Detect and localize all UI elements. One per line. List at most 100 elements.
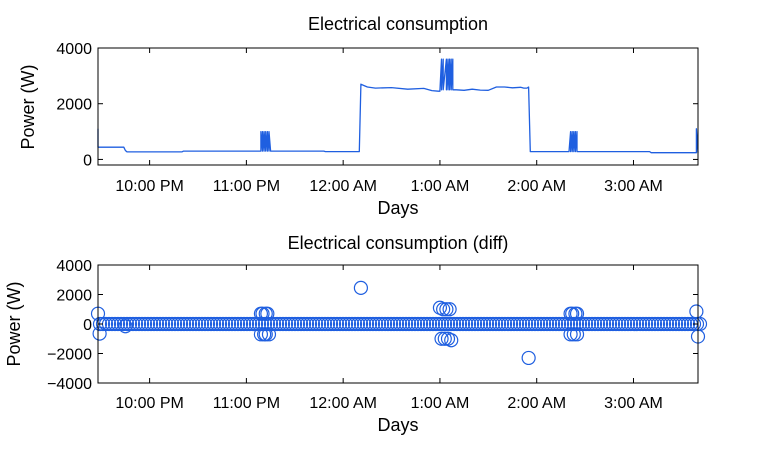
data-point xyxy=(533,316,549,332)
data-point xyxy=(128,316,144,332)
x-tick-label: 10:00 PM xyxy=(115,178,183,195)
data-point xyxy=(194,316,210,332)
data-point xyxy=(383,316,399,332)
x-tick-label: 3:00 AM xyxy=(604,395,663,412)
data-point xyxy=(347,316,363,332)
data-point xyxy=(548,316,564,332)
data-point xyxy=(182,316,198,332)
data-point xyxy=(434,331,449,346)
data-point xyxy=(656,316,672,332)
data-point xyxy=(458,316,474,332)
data-point xyxy=(302,316,318,332)
data-point xyxy=(584,316,600,332)
data-point xyxy=(368,316,384,332)
data-point xyxy=(125,316,141,332)
data-point xyxy=(512,316,528,332)
x-tick-label: 11:00 PM xyxy=(213,395,280,412)
data-point xyxy=(134,316,150,332)
data-point xyxy=(509,316,525,332)
data-point xyxy=(491,316,507,332)
data-point xyxy=(203,316,219,332)
data-point xyxy=(455,316,471,332)
data-point xyxy=(641,316,657,332)
data-point xyxy=(110,316,126,332)
data-point xyxy=(539,316,555,332)
data-point xyxy=(524,316,540,332)
data-point xyxy=(326,316,342,332)
data-point xyxy=(398,316,414,332)
data-point xyxy=(287,316,303,332)
y-tick-label: −2000 xyxy=(47,347,92,364)
x-axis-label: Days xyxy=(377,415,418,435)
x-tick-label: 11:00 PM xyxy=(213,178,280,195)
data-point xyxy=(143,316,159,332)
data-point xyxy=(290,316,306,332)
data-point xyxy=(392,316,408,332)
data-point xyxy=(377,316,393,332)
x-tick-label: 2:00 AM xyxy=(507,178,566,195)
x-tick-label: 10:00 PM xyxy=(115,395,183,412)
data-point xyxy=(671,316,687,332)
data-point xyxy=(545,316,561,332)
data-point xyxy=(255,306,270,321)
y-tick-label: −4000 xyxy=(47,376,92,393)
data-point xyxy=(551,316,567,332)
data-point xyxy=(158,316,174,332)
data-point xyxy=(356,316,372,332)
data-point xyxy=(257,316,273,332)
data-point xyxy=(152,316,168,332)
data-point xyxy=(253,327,269,342)
data-point xyxy=(647,316,663,332)
data-point xyxy=(677,316,693,332)
data-point xyxy=(284,316,300,332)
data-point xyxy=(566,316,582,332)
zero-band xyxy=(92,316,708,332)
data-point xyxy=(665,316,681,332)
data-point xyxy=(107,316,123,332)
data-point xyxy=(272,316,288,332)
data-point xyxy=(650,316,666,332)
data-point xyxy=(563,327,578,342)
data-point xyxy=(436,302,451,317)
data-point xyxy=(317,316,333,332)
data-point xyxy=(653,316,669,332)
data-point xyxy=(473,316,489,332)
data-point xyxy=(296,316,312,332)
data-point xyxy=(314,316,330,332)
data-point xyxy=(437,316,453,332)
data-point xyxy=(500,316,516,332)
data-point xyxy=(353,316,369,332)
data-point xyxy=(626,316,642,332)
data-point xyxy=(362,316,378,332)
data-point xyxy=(221,316,237,332)
data-point xyxy=(281,316,297,332)
data-point xyxy=(569,327,585,342)
data-point xyxy=(329,316,345,332)
data-point xyxy=(386,316,402,332)
series-line xyxy=(97,58,699,154)
data-point xyxy=(452,316,468,332)
data-point xyxy=(416,316,432,332)
data-point xyxy=(428,316,444,332)
data-point xyxy=(515,316,531,332)
data-point xyxy=(439,302,454,317)
axis-ticks: −4000 −2000 0 2000 4000 10:00 PM 11:00 PM 12:00… xyxy=(47,258,698,412)
x-tick-label: 12:00 AM xyxy=(309,178,377,195)
data-point xyxy=(395,316,411,332)
plot-area xyxy=(97,58,699,154)
data-point xyxy=(293,316,309,332)
axis-ticks: 0 2000 4000 10:00 PM 11:00 PM 12:00 AM 1:00 AM… xyxy=(56,41,698,195)
x-tick-label: 1:00 AM xyxy=(411,395,470,412)
data-point xyxy=(461,316,477,332)
data-point xyxy=(353,280,369,295)
data-point xyxy=(605,316,621,332)
y-tick-label: 0 xyxy=(83,152,92,169)
data-point xyxy=(602,316,618,332)
data-point xyxy=(137,316,153,332)
data-point xyxy=(536,316,552,332)
data-point xyxy=(119,316,135,332)
data-point xyxy=(104,316,120,332)
data-point xyxy=(350,316,366,332)
x-tick-label: 1:00 AM xyxy=(411,178,470,195)
